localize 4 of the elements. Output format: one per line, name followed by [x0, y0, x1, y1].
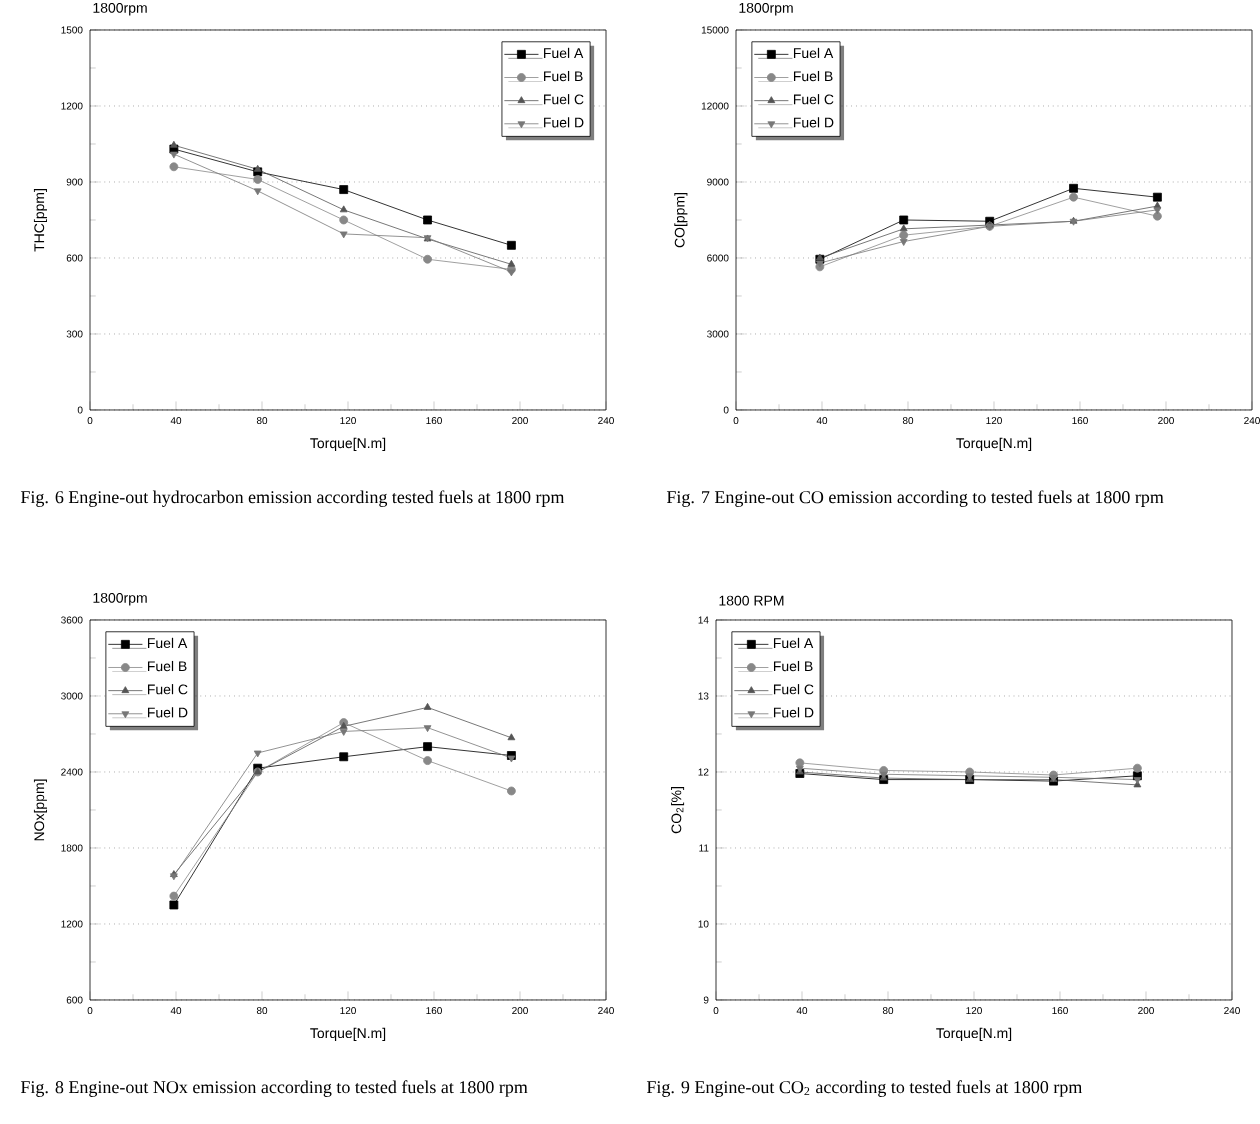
caption: Fig. 7 Engine-out CO emission according to tested fuels at 1800 rpm — [666, 490, 1164, 507]
caption: Fig. 9 Engine-out CO$_{2}$ according to tested fuels at 1800 rpm — [646, 1080, 1083, 1097]
caption: Fig. 8 Engine-out NOx emission according to tested fuels at 1800 rpm — [20, 1080, 528, 1097]
caption: Fig. 6 Engine-out hydrocarbon emission according tested fuels at 1800 rpm — [20, 490, 565, 507]
